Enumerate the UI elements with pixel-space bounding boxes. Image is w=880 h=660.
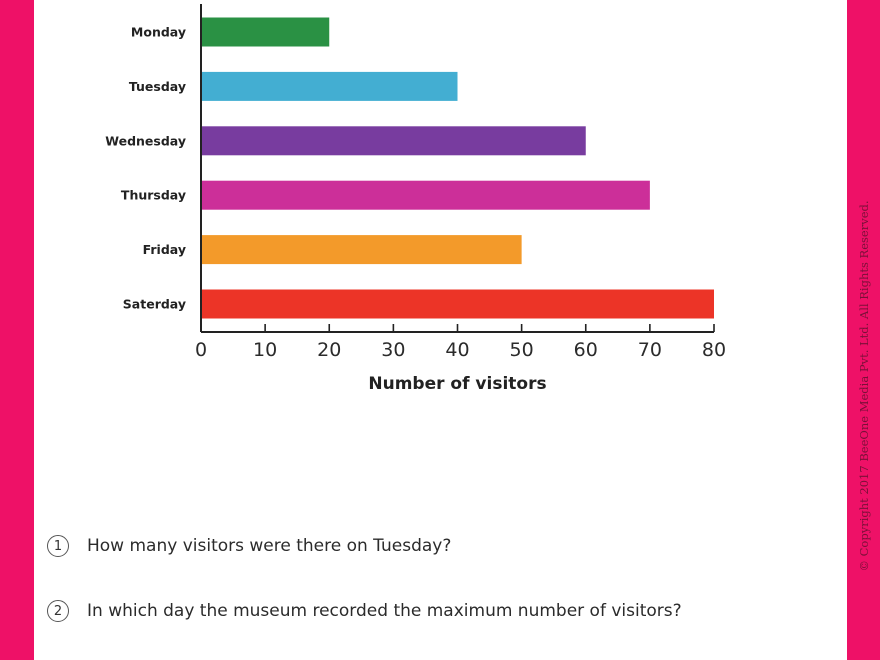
bar-saterday bbox=[201, 289, 714, 319]
x-tick-label: 20 bbox=[317, 339, 341, 361]
question-number-1: 1 bbox=[47, 535, 69, 557]
bar-thursday bbox=[201, 180, 650, 210]
x-tick-label: 70 bbox=[638, 339, 662, 361]
x-tick-label: 0 bbox=[195, 339, 207, 361]
x-tick-label: 40 bbox=[445, 339, 469, 361]
x-tick-label: 30 bbox=[381, 339, 405, 361]
question-2: 2 In which day the museum recorded the m… bbox=[47, 595, 837, 627]
x-tick-label: 80 bbox=[702, 339, 726, 361]
left-border-band bbox=[0, 0, 34, 660]
category-label-friday: Friday bbox=[143, 242, 186, 257]
questions-list: 1 How many visitors were there on Tuesda… bbox=[47, 530, 837, 660]
category-label-saterday: Saterday bbox=[123, 297, 186, 312]
right-border-band bbox=[847, 0, 880, 660]
question-text-1: How many visitors were there on Tuesday? bbox=[87, 536, 452, 556]
category-label-wednesday: Wednesday bbox=[105, 133, 186, 148]
category-label-tuesday: Tuesday bbox=[129, 79, 186, 94]
x-tick-label: 50 bbox=[510, 339, 534, 361]
bar-tuesday bbox=[201, 71, 458, 101]
x-tick-label: 10 bbox=[253, 339, 277, 361]
visitors-bar-chart: Monday Tuesday Wednesday Thursday Friday Sate… bbox=[105, 4, 726, 394]
question-number-2: 2 bbox=[47, 600, 69, 622]
bars-group bbox=[201, 17, 714, 319]
category-labels-group: Monday Tuesday Wednesday Thursday Friday Sate… bbox=[105, 25, 186, 312]
x-ticks-group: 0 10 20 30 40 50 60 70 80 bbox=[195, 324, 726, 361]
question-text-2: In which day the museum recorded the max… bbox=[87, 601, 682, 621]
x-axis-title: Number of visitors bbox=[368, 374, 546, 394]
x-tick-label: 60 bbox=[574, 339, 598, 361]
category-label-thursday: Thursday bbox=[121, 188, 186, 203]
bar-friday bbox=[201, 235, 522, 265]
bar-monday bbox=[201, 17, 330, 47]
category-label-monday: Monday bbox=[131, 25, 186, 40]
question-1: 1 How many visitors were there on Tuesda… bbox=[47, 530, 837, 562]
bar-wednesday bbox=[201, 126, 586, 156]
